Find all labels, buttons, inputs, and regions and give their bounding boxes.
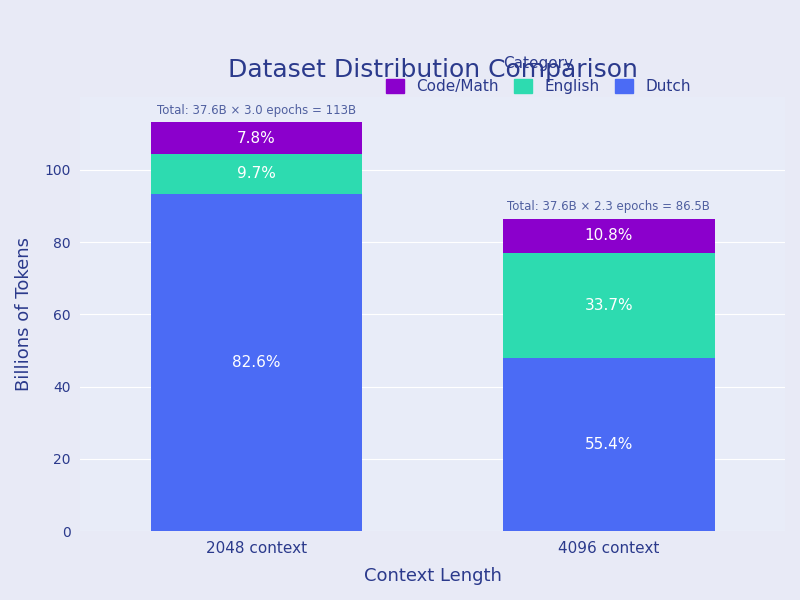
Text: 10.8%: 10.8% [585,228,633,243]
Bar [150,122,362,154]
Text: 82.6%: 82.6% [232,355,281,370]
Bar [503,253,714,358]
Bar [503,358,714,531]
Bar [503,219,714,253]
X-axis label: Context Length: Context Length [364,567,502,585]
Text: 33.7%: 33.7% [585,298,633,313]
Text: 9.7%: 9.7% [237,166,276,181]
Text: Total: 37.6B × 2.3 epochs = 86.5B: Total: 37.6B × 2.3 epochs = 86.5B [507,200,710,213]
Bar [150,154,362,194]
Text: Total: 37.6B × 3.0 epochs = 113B: Total: 37.6B × 3.0 epochs = 113B [157,104,356,118]
Text: 7.8%: 7.8% [237,131,276,146]
Text: 55.4%: 55.4% [585,437,633,452]
Y-axis label: Billions of Tokens: Billions of Tokens [15,237,33,391]
Bar [150,194,362,531]
Legend: Code/Math, English, Dutch: Code/Math, English, Dutch [378,49,698,101]
Title: Dataset Distribution Comparison: Dataset Distribution Comparison [228,58,638,82]
